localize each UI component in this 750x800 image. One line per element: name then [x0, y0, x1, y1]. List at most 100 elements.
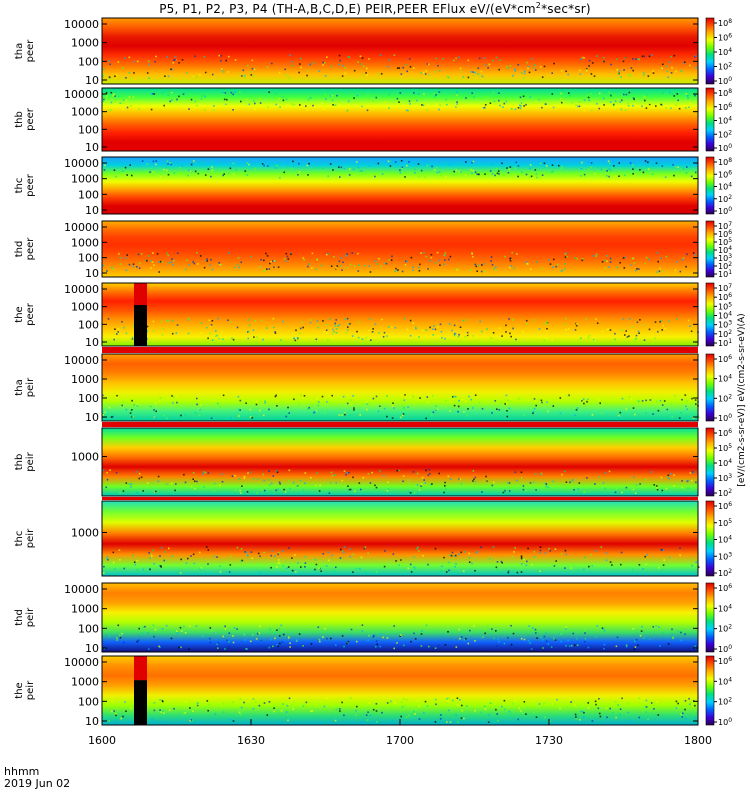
speckle — [171, 555, 173, 557]
speckle — [623, 93, 625, 96]
speckle — [498, 68, 500, 71]
speckle — [688, 697, 690, 700]
speckle — [588, 65, 590, 67]
speckle — [681, 486, 684, 489]
speckle — [247, 555, 249, 557]
speckle — [521, 72, 523, 74]
speckle — [332, 104, 334, 106]
speckle — [369, 482, 372, 484]
speckle — [266, 268, 268, 270]
speckle — [633, 262, 636, 264]
speckle — [258, 572, 261, 574]
speckle — [534, 64, 536, 66]
speckle — [391, 326, 393, 328]
speckle — [468, 556, 471, 559]
speckle — [608, 266, 610, 268]
speckle — [159, 175, 162, 178]
speckle — [434, 328, 437, 331]
speckle — [369, 271, 372, 273]
speckle — [292, 708, 294, 710]
speckle — [639, 169, 641, 171]
speckle — [489, 557, 491, 560]
speckle — [388, 59, 391, 62]
speckle — [289, 703, 292, 706]
speckle — [188, 264, 191, 266]
speckle — [571, 101, 573, 104]
speckle — [286, 567, 288, 569]
speckle — [455, 106, 457, 108]
speckle — [474, 171, 477, 173]
speckle — [190, 98, 193, 101]
speckle — [263, 702, 266, 704]
speckle — [529, 96, 532, 98]
speckle — [128, 56, 131, 59]
speckle — [219, 484, 221, 487]
speckle — [345, 473, 347, 476]
speckle — [455, 713, 457, 716]
speckle — [462, 570, 465, 572]
speckle — [606, 170, 608, 172]
speckle — [210, 258, 212, 261]
speckle — [689, 472, 692, 474]
speckle — [222, 91, 224, 94]
speckle — [187, 557, 189, 560]
speckle — [254, 167, 256, 170]
speckle — [636, 268, 638, 270]
speckle — [662, 631, 665, 634]
speckle — [433, 169, 436, 171]
colorbar-label: 108 — [718, 157, 732, 167]
speckle — [680, 412, 682, 414]
speckle — [621, 329, 623, 332]
speckle — [102, 469, 105, 471]
speckle — [602, 482, 605, 484]
speckle — [422, 104, 425, 107]
speckle — [414, 568, 417, 571]
speckle — [456, 697, 459, 699]
speckle — [579, 73, 582, 75]
speckle — [224, 628, 227, 630]
y-tick-label: 10000 — [64, 656, 99, 669]
separator-strip — [102, 85, 698, 87]
speckle — [694, 645, 696, 647]
speckle — [161, 333, 164, 336]
speckle — [300, 394, 303, 397]
speckle — [287, 637, 290, 639]
speckle — [455, 646, 458, 648]
speckle — [146, 482, 149, 484]
speckle — [544, 552, 547, 554]
speckle — [254, 102, 256, 105]
speckle — [477, 73, 479, 75]
speckle — [420, 169, 423, 172]
gap-column — [134, 305, 147, 346]
speckle — [645, 399, 647, 402]
speckle — [575, 104, 577, 107]
speckle — [431, 414, 433, 417]
speckle — [199, 408, 201, 411]
speckle — [288, 635, 290, 638]
speckle — [567, 73, 569, 76]
colorbar — [705, 220, 715, 278]
speckle — [541, 401, 543, 404]
speckle — [620, 76, 622, 78]
speckle — [384, 101, 386, 103]
speckle — [156, 253, 159, 255]
speckle — [666, 476, 669, 478]
speckle — [335, 267, 337, 269]
speckle — [331, 337, 334, 339]
speckle — [410, 640, 412, 643]
speckle — [564, 485, 566, 487]
colorbar-label: 101 — [718, 338, 732, 348]
speckle — [234, 266, 236, 269]
speckle — [428, 468, 430, 471]
speckle — [620, 563, 622, 566]
speckle — [583, 640, 586, 643]
speckle — [420, 483, 423, 485]
speckle — [629, 162, 632, 164]
speckle — [457, 405, 460, 408]
speckle — [142, 568, 145, 571]
speckle — [650, 54, 653, 56]
speckle — [136, 403, 139, 405]
colorbar-label: 100 — [718, 644, 732, 654]
speckle — [245, 98, 248, 101]
speckle — [539, 66, 542, 68]
